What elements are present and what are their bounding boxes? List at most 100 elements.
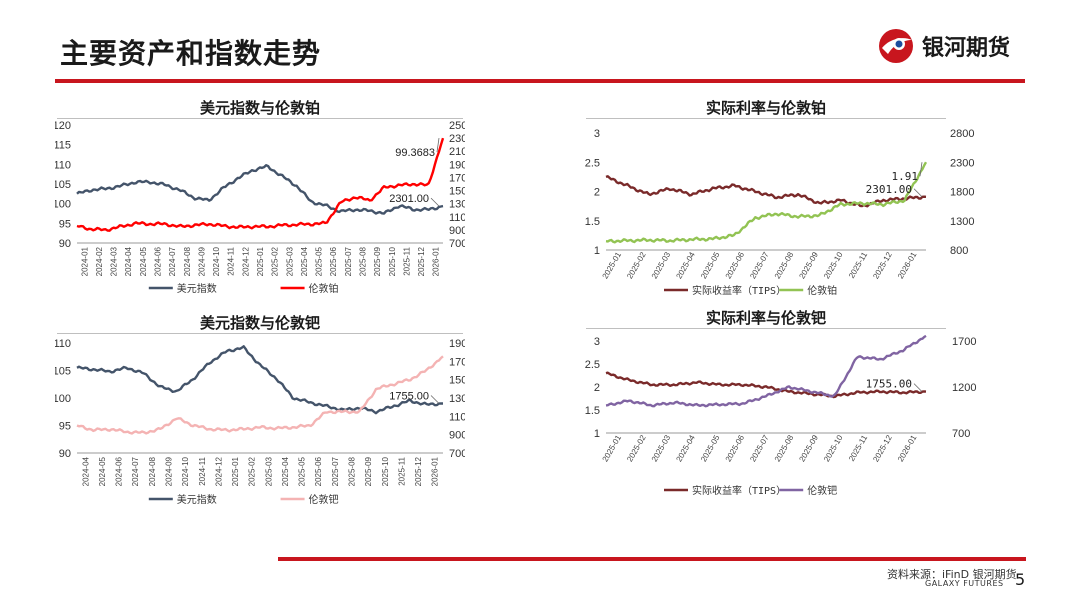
right-axis-tick: 1900 bbox=[449, 338, 465, 350]
x-axis-tick: 2025-11 bbox=[397, 456, 406, 485]
x-axis-tick: 2024-09 bbox=[197, 246, 206, 276]
page-number: 5 bbox=[1015, 570, 1026, 589]
right-axis-tick: 1700 bbox=[449, 356, 465, 368]
chart-title: 实际利率与伦敦铂 bbox=[706, 99, 826, 117]
left-axis-tick: 2 bbox=[594, 187, 600, 199]
x-axis-tick: 2025-02 bbox=[248, 456, 257, 486]
x-axis-tick: 2024-07 bbox=[131, 456, 140, 486]
x-axis-tick: 2025-08 bbox=[358, 246, 367, 276]
x-axis-tick: 2024-06 bbox=[154, 246, 163, 276]
right-axis-tick: 2800 bbox=[950, 128, 974, 140]
left-axis-tick: 90 bbox=[59, 448, 71, 460]
right-axis-tick: 1300 bbox=[449, 199, 465, 211]
left-axis-tick: 90 bbox=[59, 238, 71, 250]
series-line-1 bbox=[76, 345, 443, 415]
left-axis-tick: 2.5 bbox=[585, 359, 600, 371]
x-axis-tick: 2024-04 bbox=[124, 246, 133, 276]
x-axis-tick: 2025-12 bbox=[414, 456, 423, 486]
x-axis-tick: 2024-01 bbox=[80, 246, 89, 276]
right-axis-tick: 1300 bbox=[449, 393, 465, 405]
x-axis-tick: 2024-11 bbox=[227, 246, 236, 275]
x-axis-tick: 2025-06 bbox=[314, 456, 323, 486]
chart-title: 美元指数与伦敦铂 bbox=[200, 99, 320, 117]
right-axis-tick: 900 bbox=[449, 225, 465, 237]
series-line-1 bbox=[605, 371, 927, 399]
x-axis-tick: 2024-06 bbox=[115, 456, 124, 486]
x-axis-tick: 2025-04 bbox=[281, 456, 290, 486]
x-axis-tick: 2025-05 bbox=[315, 246, 324, 276]
x-axis-tick: 2026-01 bbox=[432, 246, 441, 276]
left-axis-tick: 1 bbox=[594, 245, 600, 257]
x-axis-tick: 2025-07 bbox=[344, 246, 353, 276]
footer-rule bbox=[278, 557, 1026, 561]
right-axis-tick: 2500 bbox=[449, 120, 465, 132]
brand-logo: 银河期货 bbox=[876, 26, 1010, 66]
x-axis-tick: 2024-07 bbox=[168, 246, 177, 276]
left-axis-tick: 2.5 bbox=[585, 157, 600, 169]
x-axis-tick: 2025-03 bbox=[650, 250, 673, 280]
annotation-leader bbox=[430, 197, 440, 207]
legend-label: 伦敦钯 bbox=[309, 493, 339, 506]
x-axis-tick: 2025-03 bbox=[264, 456, 273, 486]
x-axis-tick: 2025-05 bbox=[699, 250, 722, 280]
left-axis-tick: 3 bbox=[594, 336, 600, 348]
right-axis-tick: 1500 bbox=[449, 375, 465, 387]
x-axis-tick: 2025-03 bbox=[650, 433, 673, 463]
left-axis-tick: 1.5 bbox=[585, 405, 600, 417]
x-axis-tick: 2025-04 bbox=[674, 250, 697, 280]
x-axis-tick: 2024-12 bbox=[214, 456, 223, 486]
series-line-1 bbox=[76, 164, 444, 215]
right-axis-tick: 1500 bbox=[449, 186, 465, 198]
x-axis-tick: 2026-01 bbox=[896, 433, 919, 463]
chart-title-underline bbox=[586, 118, 946, 119]
left-axis-tick: 3 bbox=[594, 128, 600, 140]
x-axis-tick: 2025-10 bbox=[381, 456, 390, 486]
data-label: 2301.00 bbox=[389, 193, 429, 205]
x-axis-tick: 2025-10 bbox=[822, 433, 845, 463]
legend-label: 伦敦铂 bbox=[807, 284, 837, 297]
right-axis-tick: 900 bbox=[449, 430, 465, 442]
left-axis-tick: 100 bbox=[55, 393, 71, 405]
x-axis-tick: 2025-07 bbox=[748, 250, 771, 280]
x-axis-tick: 2025-07 bbox=[748, 433, 771, 463]
right-axis-tick: 1100 bbox=[449, 212, 465, 224]
x-axis-tick: 2025-05 bbox=[298, 456, 307, 486]
left-axis-tick: 100 bbox=[55, 199, 71, 211]
x-axis-tick: 2024-05 bbox=[139, 246, 148, 276]
left-axis-tick: 1 bbox=[594, 428, 600, 440]
x-axis-tick: 2024-08 bbox=[183, 246, 192, 276]
chart-tips-pt: 实际利率与伦敦铂 1 1.5 2 2.5 3 800 1300 1800 2300 2800 2025… bbox=[574, 97, 984, 302]
x-axis-tick: 2025-01 bbox=[601, 250, 624, 280]
x-axis-tick: 2025-02 bbox=[625, 433, 648, 463]
left-axis-tick: 105 bbox=[55, 179, 71, 191]
x-axis-tick: 2025-02 bbox=[271, 246, 280, 276]
x-axis-tick: 2025-12 bbox=[417, 246, 426, 276]
x-axis-tick: 2025-11 bbox=[402, 246, 411, 275]
x-axis-tick: 2025-09 bbox=[797, 433, 820, 463]
series-line-2 bbox=[76, 355, 444, 435]
x-axis-tick: 2025-01 bbox=[601, 433, 624, 463]
x-axis-tick: 2025-09 bbox=[373, 246, 382, 276]
x-axis-tick: 2025-12 bbox=[871, 250, 894, 280]
x-axis-tick: 2025-01 bbox=[256, 246, 265, 276]
data-source: 资料来源：iFinD 银河期货 bbox=[887, 568, 1017, 581]
legend-label: 伦敦钯 bbox=[807, 484, 837, 497]
right-axis-tick: 700 bbox=[449, 238, 465, 250]
x-axis-tick: 2025-11 bbox=[847, 433, 869, 463]
x-axis-tick: 2025-10 bbox=[822, 250, 845, 280]
x-axis-tick: 2025-06 bbox=[724, 250, 747, 280]
chart-title: 美元指数与伦敦钯 bbox=[200, 314, 320, 332]
chart-title-underline bbox=[57, 118, 463, 119]
x-axis-tick: 2024-02 bbox=[95, 246, 104, 276]
right-axis-tick: 2100 bbox=[449, 146, 465, 158]
left-axis-tick: 115 bbox=[55, 140, 71, 152]
legend-label: 实际收益率（TIPS） bbox=[692, 284, 786, 297]
data-label: 1.91 bbox=[892, 170, 919, 183]
left-axis-tick: 110 bbox=[55, 159, 71, 171]
x-axis-tick: 2025-09 bbox=[797, 250, 820, 280]
x-axis-tick: 2025-05 bbox=[699, 433, 722, 463]
annotation-leader bbox=[430, 395, 440, 404]
right-axis-tick: 700 bbox=[952, 428, 970, 440]
x-axis-tick: 2025-03 bbox=[285, 246, 294, 276]
data-label: 2301.00 bbox=[866, 183, 912, 196]
